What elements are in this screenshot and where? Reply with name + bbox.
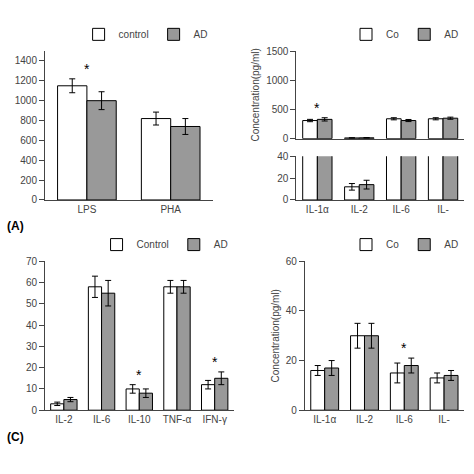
svg-text:60: 60 bbox=[286, 256, 298, 267]
svg-text:IL-1α: IL-1α bbox=[313, 414, 336, 425]
svg-text:*: * bbox=[136, 367, 142, 383]
svg-text:60: 60 bbox=[26, 277, 38, 288]
svg-text:400: 400 bbox=[20, 155, 37, 166]
svg-text:*: * bbox=[212, 354, 218, 370]
svg-text:800: 800 bbox=[20, 115, 37, 126]
svg-text:0: 0 bbox=[31, 194, 37, 205]
svg-text:0: 0 bbox=[283, 194, 289, 205]
svg-text:IL-2: IL-2 bbox=[356, 414, 374, 425]
svg-text:control: control bbox=[119, 29, 149, 40]
svg-text:10: 10 bbox=[26, 383, 38, 394]
svg-text:Control: Control bbox=[137, 239, 169, 250]
svg-text:Concentration(pg/ml): Concentration(pg/ml) bbox=[250, 48, 261, 141]
svg-text:*: * bbox=[84, 61, 90, 77]
svg-text:600: 600 bbox=[20, 135, 37, 146]
svg-text:20: 20 bbox=[277, 173, 289, 184]
svg-text:TNF-α: TNF-α bbox=[163, 414, 192, 425]
svg-text:AD: AD bbox=[214, 239, 228, 250]
svg-text:IFN-γ: IFN-γ bbox=[202, 414, 226, 425]
svg-text:1400: 1400 bbox=[15, 55, 38, 66]
svg-text:70: 70 bbox=[26, 256, 38, 267]
svg-text:IL-6: IL-6 bbox=[93, 414, 111, 425]
svg-text:AD: AD bbox=[444, 239, 458, 250]
svg-text:1000: 1000 bbox=[266, 75, 289, 86]
svg-text:IL-2: IL-2 bbox=[351, 204, 369, 215]
svg-text:0: 0 bbox=[283, 133, 289, 144]
svg-text:Co: Co bbox=[386, 29, 399, 40]
svg-text:1000: 1000 bbox=[15, 95, 38, 106]
svg-text:Concentration(pg/ml): Concentration(pg/ml) bbox=[270, 289, 281, 382]
svg-text:40: 40 bbox=[286, 305, 298, 316]
svg-text:20: 20 bbox=[26, 362, 38, 373]
svg-text:*: * bbox=[314, 100, 320, 116]
svg-text:1500: 1500 bbox=[266, 46, 289, 57]
svg-text:IL-10: IL-10 bbox=[128, 414, 151, 425]
svg-text:20: 20 bbox=[286, 355, 298, 366]
svg-text:AD: AD bbox=[194, 29, 208, 40]
svg-text:IL-6: IL-6 bbox=[393, 204, 411, 215]
svg-text:(C): (C) bbox=[7, 430, 24, 444]
svg-text:(A): (A) bbox=[7, 219, 24, 233]
svg-text:200: 200 bbox=[20, 175, 37, 186]
svg-text:0: 0 bbox=[31, 405, 37, 416]
svg-text:IL-: IL- bbox=[438, 414, 450, 425]
svg-text:LPS: LPS bbox=[77, 204, 96, 215]
svg-text:Co: Co bbox=[386, 239, 399, 250]
svg-text:IL-: IL- bbox=[437, 204, 449, 215]
svg-text:30: 30 bbox=[26, 341, 38, 352]
svg-text:50: 50 bbox=[26, 298, 38, 309]
svg-text:40: 40 bbox=[26, 320, 38, 331]
svg-text:IL-2: IL-2 bbox=[55, 414, 73, 425]
svg-text:40: 40 bbox=[277, 151, 289, 162]
svg-text:500: 500 bbox=[272, 104, 289, 115]
svg-text:IL-6: IL-6 bbox=[396, 414, 414, 425]
svg-text:IL-1α: IL-1α bbox=[306, 204, 329, 215]
svg-text:0: 0 bbox=[291, 405, 297, 416]
svg-text:AD: AD bbox=[444, 29, 458, 40]
svg-text:*: * bbox=[401, 340, 407, 356]
svg-text:1200: 1200 bbox=[15, 75, 38, 86]
svg-text:PHA: PHA bbox=[160, 204, 181, 215]
